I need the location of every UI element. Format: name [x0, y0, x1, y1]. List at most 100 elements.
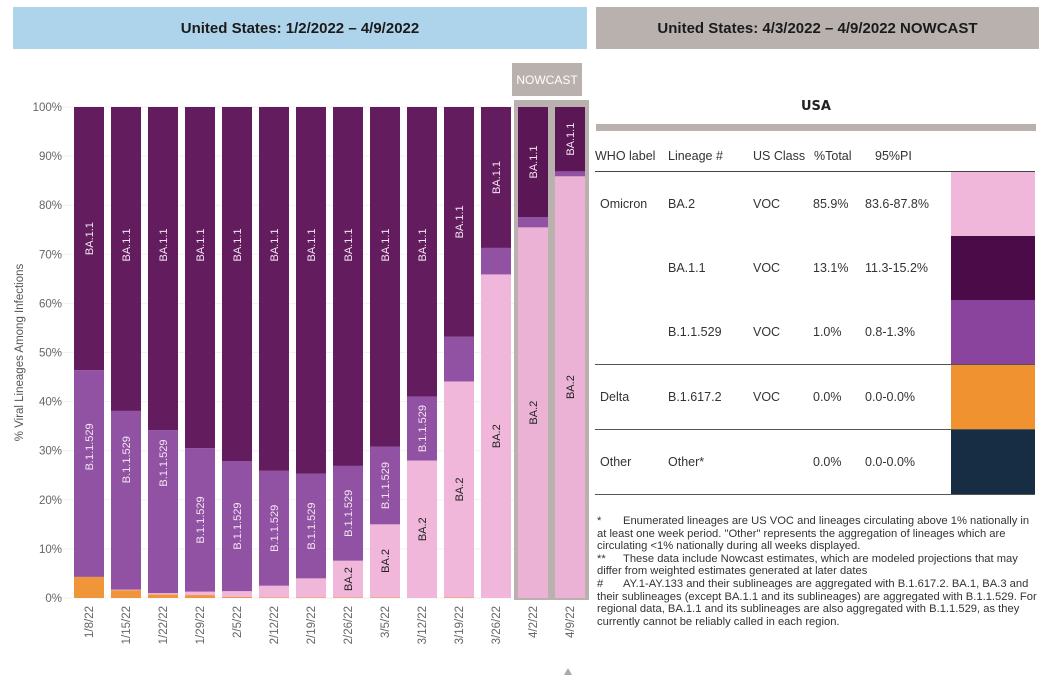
footnote: ** These data include Nowcast estimates, … [597, 553, 1037, 578]
x-tick-label: 2/19/22 [306, 606, 318, 644]
bar-segment-ba-2 [222, 591, 252, 598]
cell-lineage: B.1.617.2 [668, 390, 722, 404]
segment-label: B.1.1.529 [232, 503, 244, 550]
bar-segment-ba-1-1 [518, 107, 548, 217]
bar-segment-b-1-1-529 [518, 216, 548, 228]
cell-total: 0.0% [813, 455, 842, 469]
segment-label: B.1.1.529 [269, 505, 281, 552]
bar-segment-ba-2 [148, 593, 178, 595]
segment-label: BA.1.1 [158, 228, 170, 261]
segment-label: B.1.1.529 [380, 462, 392, 509]
y-tick-label: 0% [45, 593, 62, 605]
footnotes: * Enumerated lineages are US VOC and line… [597, 515, 1037, 628]
y-tick-label: 90% [39, 151, 62, 163]
cell-lineage: BA.1.1 [668, 261, 706, 275]
bar-segment-ba-2 [407, 460, 437, 598]
bar-segment-b-1-1-529 [296, 473, 326, 579]
bar-segment-ba-1-1 [185, 107, 215, 449]
segment-label: BA.2 [528, 401, 540, 425]
bar-segment-ba-1-1 [333, 107, 363, 466]
footnote: # AY.1-AY.133 and their sublineages are a… [597, 578, 1037, 628]
segment-label: BA.2 [417, 517, 429, 541]
footnote: * Enumerated lineages are US VOC and line… [597, 515, 1037, 553]
bar-segment-ba-2 [259, 585, 289, 598]
cell-pi: 83.6-87.8% [865, 197, 929, 211]
x-tick-label: 4/2/22 [528, 606, 540, 638]
segment-label: BA.1.1 [306, 228, 318, 261]
segment-label: B.1.1.529 [195, 496, 207, 543]
header-us-class: US Class [753, 149, 806, 163]
right-panel-header: United States: 4/3/2022 – 4/9/2022 NOWCA… [596, 7, 1039, 49]
bar-segment-b-1-1-529 [481, 247, 511, 275]
segment-label: BA.1.1 [195, 228, 207, 261]
cell-total: 85.9% [813, 197, 849, 211]
bar-segment-ba-1-1 [259, 107, 289, 471]
bar-segment-ba-1-1 [370, 107, 400, 447]
y-tick-label: 40% [39, 397, 62, 409]
bar-segment-ba-1-1 [222, 107, 252, 462]
table-row: Other Other* 0.0% 0.0-0.0% [595, 430, 1035, 494]
cell-lineage: Other* [668, 455, 705, 469]
segment-label: BA.2 [454, 478, 466, 502]
bar-segment-ba-1-1 [444, 107, 474, 337]
cell-total: 13.1% [813, 261, 849, 275]
cell-lineage: BA.2 [668, 197, 696, 211]
bar-segment-b-1-1-529 [370, 446, 400, 525]
bar-segment-ba-1-1 [296, 107, 326, 474]
y-tick-label: 60% [39, 298, 62, 310]
color-swatch [951, 172, 1035, 236]
segment-label: B.1.1.529 [158, 440, 170, 487]
color-swatch [951, 365, 1035, 429]
segment-label: B.1.1.529 [343, 490, 355, 537]
segment-label: B.1.1.529 [121, 436, 133, 483]
segment-label: B.1.1.529 [306, 503, 318, 550]
bar-segment-ba-1-1 [481, 107, 511, 248]
x-tick-label: 1/15/22 [121, 606, 133, 644]
table-header: WHO label Lineage # US Class %Total 95%P… [595, 140, 1035, 172]
header-lineage: Lineage # [668, 149, 723, 163]
lineage-stacked-bar-chart: 0% 10% 20% 30% 40% 50% 60% 70% 80% 90% 100% % Viral… [14, 100, 590, 644]
bar-segment-ba-1-1 [407, 107, 437, 397]
y-axis-label: % Viral Lineages Among Infections [14, 263, 26, 441]
bar-segment-ba-2 [296, 578, 326, 598]
y-tick-label: 30% [39, 446, 62, 458]
cell-who-label: Delta [600, 390, 630, 404]
segment-label: BA.2 [343, 567, 355, 591]
scroll-up-icon[interactable] [564, 668, 572, 675]
segment-label: BA.1.1 [343, 228, 355, 261]
x-tick-label: 2/5/22 [232, 606, 244, 638]
cell-us-class: VOC [753, 390, 781, 404]
segment-label: BA.1.1 [417, 228, 429, 261]
y-tick-label: 80% [39, 200, 62, 212]
cell-who-label: Omicron [600, 197, 648, 211]
bar-segment-ba-2 [481, 274, 511, 598]
bar-segment-b-1-1-529 [111, 410, 141, 590]
cell-pi: 0.0-0.0% [865, 455, 916, 469]
nowcast-table: WHO label Lineage # US Class %Total 95%P… [595, 140, 1035, 495]
left-panel-title: United States: 1/2/2022 – 4/9/2022 [180, 19, 420, 37]
table-group-delta: Delta B.1.617.2 VOC 0.0% 0.0-0.0% [595, 365, 1035, 430]
region-title: USA [801, 99, 831, 114]
left-panel-header: United States: 1/2/2022 – 4/9/2022 [13, 7, 587, 49]
x-tick-label: 4/9/22 [565, 606, 577, 638]
bar-segment-b-1-1-529 [185, 448, 215, 592]
bar-segment-b-1-1-529 [222, 461, 252, 592]
segment-label: BA.2 [380, 549, 392, 573]
y-tick-label: 20% [39, 495, 62, 507]
footnote-mark: # [597, 577, 604, 590]
nowcast-tag-label: NOWCAST [516, 72, 578, 87]
bar-segment-b-1-1-529 [444, 336, 474, 382]
bar-segment-b-1-1-529 [333, 465, 363, 561]
table-row: B.1.1.529 VOC 1.0% 0.8-1.3% [595, 300, 1035, 364]
x-tick-label: 3/26/22 [491, 606, 503, 644]
bar-segment-b-1-617-2 [74, 576, 104, 598]
x-tick-label: 2/26/22 [343, 606, 355, 644]
x-tick-label: 2/12/22 [269, 606, 281, 644]
bar-segment-ba-2 [518, 227, 548, 599]
bar-segment-b-1-617-2 [148, 594, 178, 598]
footnote-mark: ** [597, 552, 606, 565]
bar-segment-b-1-1-529 [148, 430, 178, 594]
cell-lineage: B.1.1.529 [668, 325, 722, 339]
footnote-mark: * [597, 515, 602, 527]
segment-label: BA.1.1 [380, 228, 392, 261]
